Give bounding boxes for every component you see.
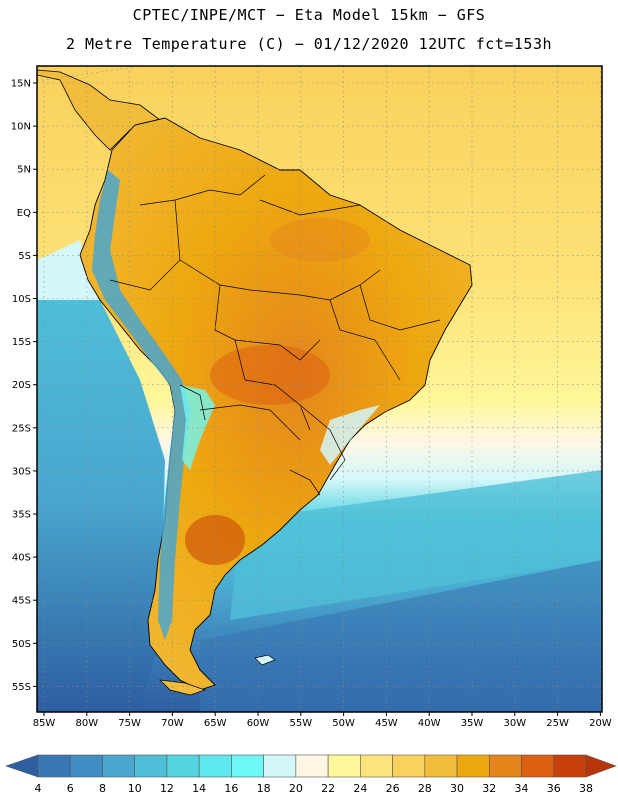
- andes-ridge: [92, 170, 190, 640]
- colorbar-label: 14: [192, 782, 206, 795]
- colorbar-label: 4: [35, 782, 42, 795]
- colorbar-swatch: [231, 754, 264, 778]
- lat-label: 35S: [12, 510, 31, 521]
- colorbar-swatch: [360, 754, 393, 778]
- lon-label: 85W: [33, 718, 56, 729]
- title-line-1: CPTEC/INPE/MCT − Eta Model 15km − GFS: [132, 6, 486, 24]
- lat-label: 50S: [12, 639, 31, 650]
- colorbar-label: 10: [128, 782, 142, 795]
- colorbar-label: 26: [386, 782, 400, 795]
- colorbar-swatch: [69, 754, 103, 778]
- lat-label: 40S: [12, 553, 31, 564]
- southeast-coast-cool: [320, 405, 380, 465]
- lat-label: 55S: [12, 682, 31, 693]
- title-line-2: 2 Metre Temperature (C) − 01/12/2020 12U…: [65, 35, 553, 53]
- lon-label: 30W: [503, 718, 526, 729]
- hot-zone-amazon: [270, 218, 370, 262]
- colorbar-swatch: [521, 754, 555, 778]
- lon-label: 45W: [375, 718, 398, 729]
- colorbar-swatch: [553, 754, 587, 778]
- falkland-islands: [254, 654, 276, 666]
- lat-label: 5S: [18, 251, 31, 262]
- lon-label: 50W: [332, 718, 355, 729]
- colorbar-label: 18: [257, 782, 271, 795]
- lon-label: 70W: [161, 718, 184, 729]
- lat-label: 25S: [12, 423, 31, 434]
- lon-label: 80W: [75, 718, 98, 729]
- colorbar-swatch: [166, 754, 200, 778]
- lat-label: 15S: [12, 337, 31, 348]
- lat-label: 30S: [12, 466, 31, 477]
- lon-label: 40W: [418, 718, 441, 729]
- lat-lon-grid: [37, 66, 144, 82]
- atlantic-south-water: [200, 560, 602, 712]
- map-frame: [36, 65, 603, 713]
- pacific-cold-water: [37, 290, 165, 712]
- hot-zone-chaco: [210, 345, 330, 405]
- colorbar-swatch: [424, 754, 458, 778]
- colorbar-label: 20: [289, 782, 303, 795]
- colorbar-right-arrow: [585, 754, 617, 778]
- colorbar-swatch: [134, 754, 168, 778]
- colorbar-swatch: [263, 754, 297, 778]
- lat-label: 20S: [12, 380, 31, 391]
- country-borders: [109, 174, 441, 496]
- colorbar-label: 16: [224, 782, 238, 795]
- colorbar-swatch: [198, 754, 232, 778]
- lat-label: 10S: [12, 294, 31, 305]
- lon-label: 35W: [461, 718, 484, 729]
- tierra-del-fuego: [159, 679, 207, 696]
- colorbar-swatch: [456, 754, 490, 778]
- colorbar-label: 30: [450, 782, 464, 795]
- colorbar-swatch: [327, 754, 361, 778]
- colorbar-label: 34: [515, 782, 529, 795]
- colorbar-swatch: [37, 754, 71, 778]
- colorbar: 4 6 8 10 12 14 16 18 20 22 24 26 28 30 32 34 36 38: [5, 754, 617, 795]
- lat-label: 45S: [12, 596, 31, 607]
- colorbar-left-arrow: [5, 754, 39, 778]
- colorbar-swatch: [392, 754, 426, 778]
- colorbar-label: 22: [321, 782, 335, 795]
- colorbar-label: 38: [579, 782, 593, 795]
- colorbar-label: 6: [67, 782, 74, 795]
- lat-label: 15N: [11, 79, 31, 90]
- colorbar-label: 8: [99, 782, 106, 795]
- colorbar-label: 24: [353, 782, 367, 795]
- lon-label: 55W: [289, 718, 312, 729]
- lon-label: 25W: [546, 718, 569, 729]
- colorbar-label: 32: [482, 782, 496, 795]
- lon-label: 65W: [204, 718, 227, 729]
- lat-label: EQ: [17, 208, 31, 219]
- colorbar-label: 28: [418, 782, 432, 795]
- colorbar-swatch: [488, 754, 522, 778]
- hot-zone-patagonia: [185, 515, 245, 565]
- lon-label: 60W: [247, 718, 270, 729]
- lat-label: 10N: [11, 122, 31, 133]
- colorbar-label: 36: [547, 782, 561, 795]
- lon-label: 20W: [589, 718, 612, 729]
- lat-label: 5N: [17, 165, 31, 176]
- colorbar-swatch: [295, 754, 329, 778]
- colorbar-swatch: [102, 754, 136, 778]
- atlantic-cool-water: [230, 470, 602, 620]
- lon-label: 75W: [118, 718, 141, 729]
- colorbar-label: 12: [160, 782, 174, 795]
